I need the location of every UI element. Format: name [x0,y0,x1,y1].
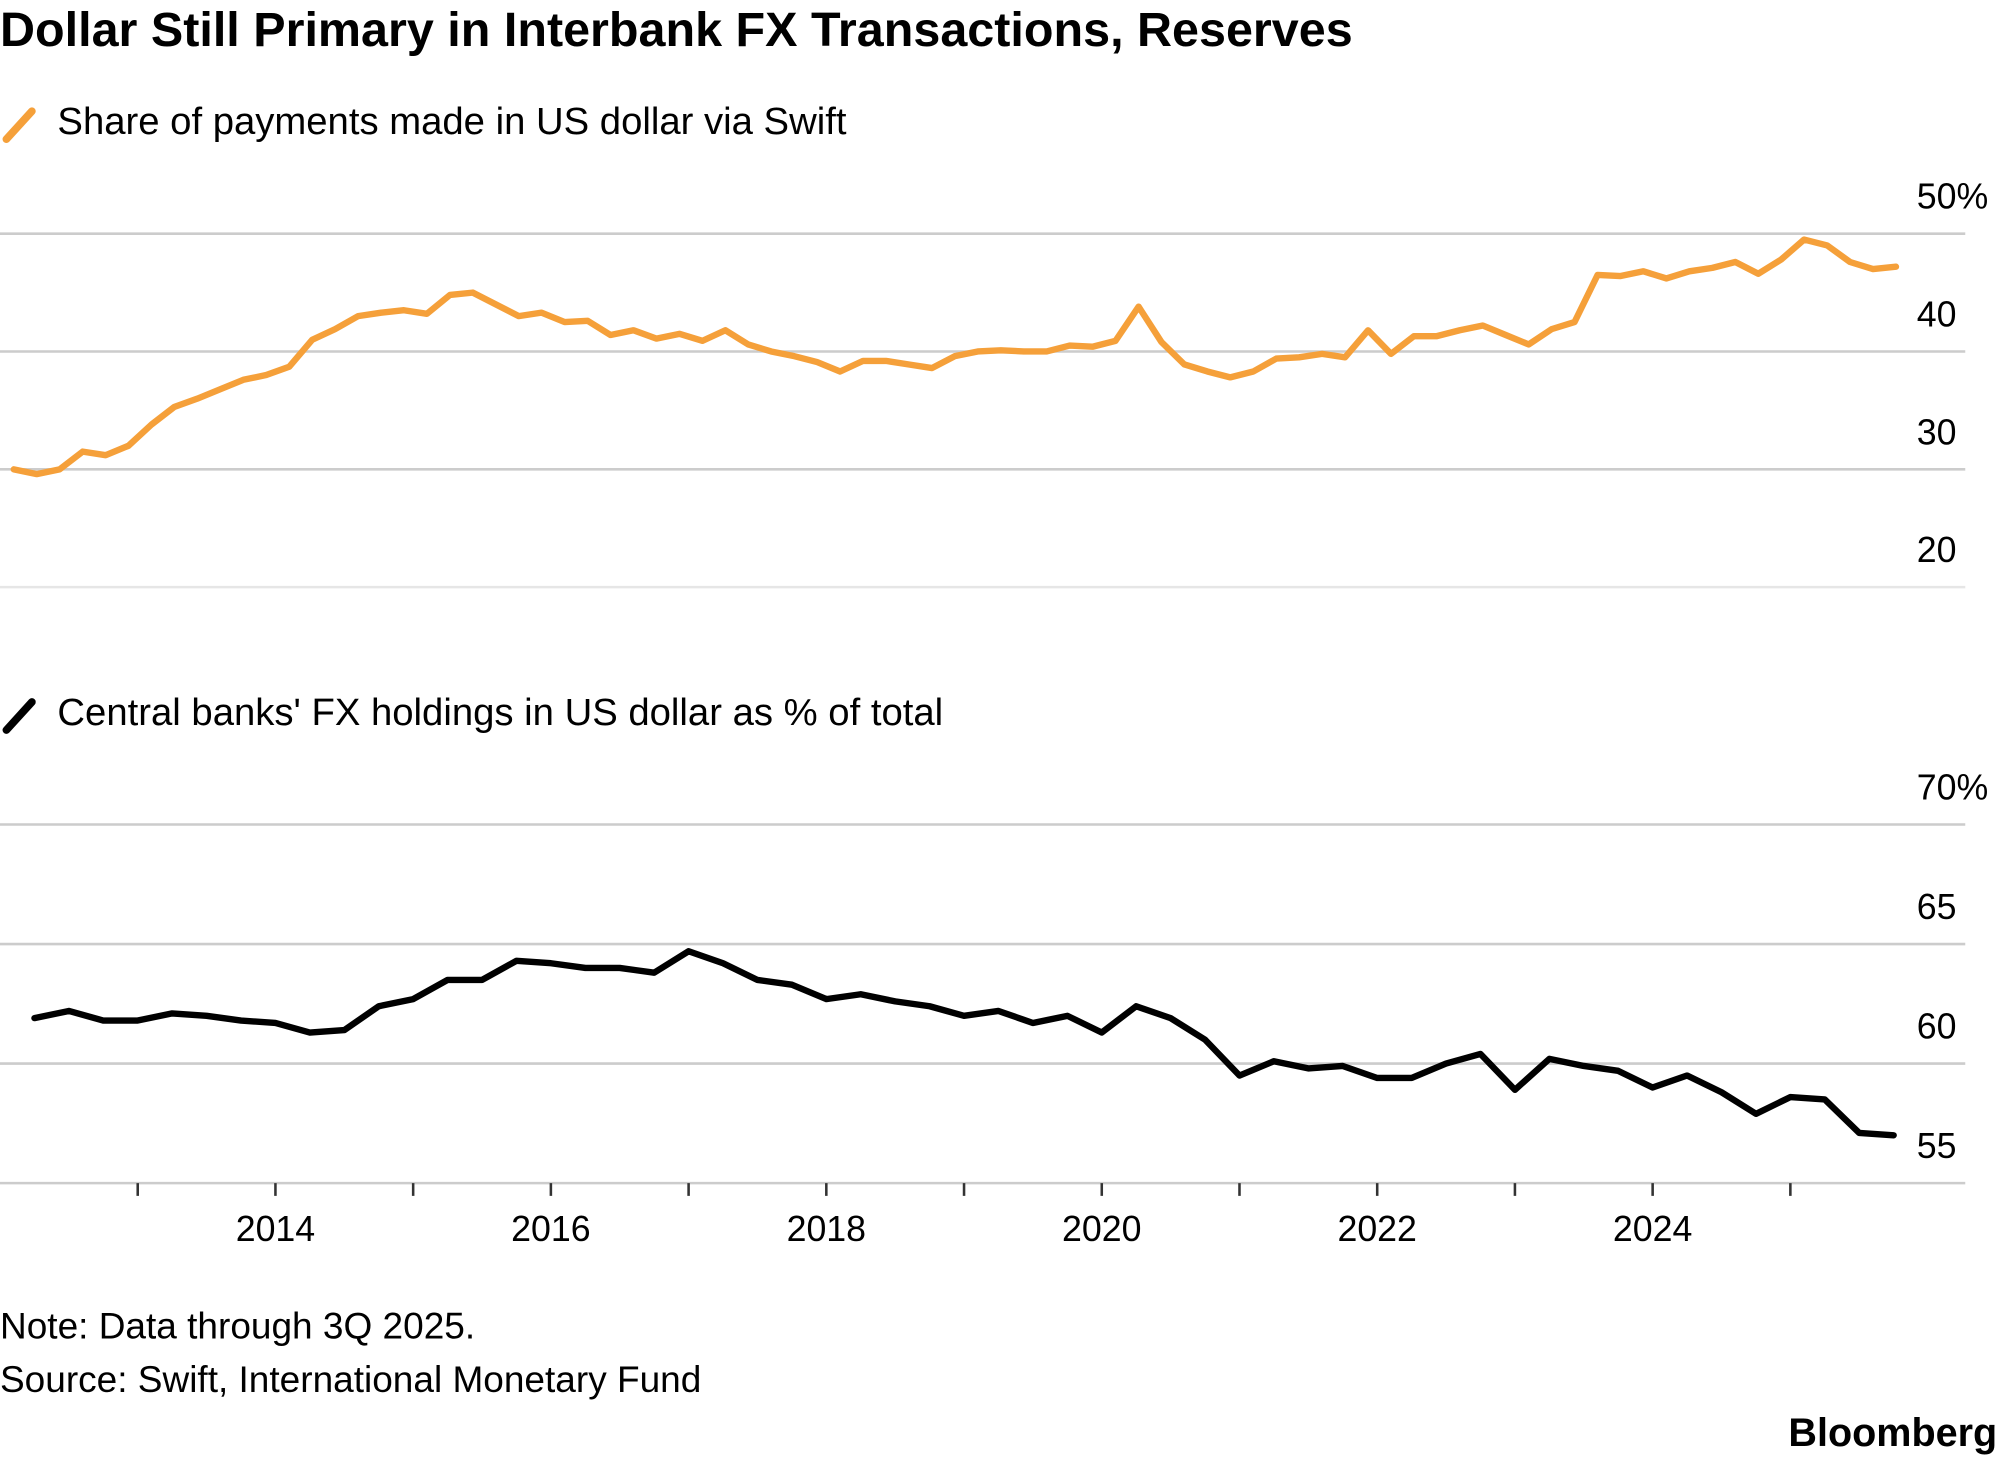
y-tick-label: 70% [1917,768,1988,808]
data-line [10,236,1900,478]
legend-label: Central banks' FX holdings in US dollar … [57,691,943,734]
note: Note: Data through 3Q 2025. [0,1305,475,1346]
x-tick-label: 2014 [236,1209,315,1249]
y-tick-label: 50% [1917,177,1988,217]
legend-label: Share of payments made in US dollar via … [57,100,846,143]
y-tick-label: 40 [1917,294,1957,334]
y-tick-label: 20 [1917,530,1957,570]
source: Source: Swift, International Monetary Fu… [0,1359,701,1400]
x-tick-label: 2020 [1062,1209,1141,1249]
y-tick-label: 55 [1917,1126,1957,1166]
x-tick-label: 2024 [1613,1209,1692,1249]
legend-swatch [2,698,36,734]
logo: Bloomberg [1788,1411,1997,1455]
x-tick-label: 2016 [511,1209,590,1249]
y-tick-label: 65 [1917,887,1957,927]
y-tick-label: 60 [1917,1007,1957,1047]
x-tick-label: 2018 [787,1209,866,1249]
chart-title: Dollar Still Primary in Interbank FX Tra… [0,3,1353,57]
legend-swatch [2,107,36,144]
y-tick-label: 30 [1917,412,1957,452]
data-line [31,948,1897,1139]
x-tick-label: 2022 [1337,1209,1416,1249]
